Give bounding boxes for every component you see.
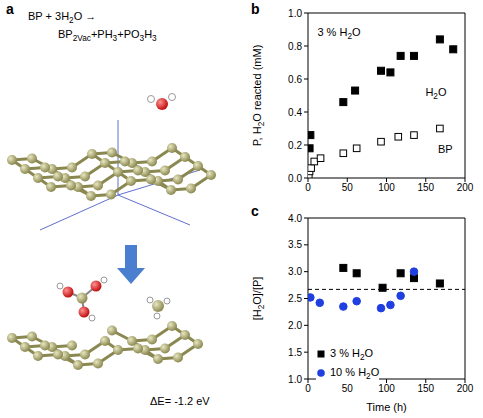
svg-text:[H2O]/[P]: [H2O]/[P] [251, 277, 266, 321]
svg-text:50: 50 [342, 383, 354, 394]
svg-text:2.0: 2.0 [288, 320, 302, 331]
svg-text:0.2: 0.2 [288, 140, 302, 151]
svg-text:0.4: 0.4 [288, 107, 302, 118]
svg-text:3 % H2O: 3 % H2O [317, 26, 361, 41]
svg-text:BP2Vac+PH3+PO3H3: BP2Vac+PH3+PO3H3 [58, 28, 157, 43]
svg-text:1.0: 1.0 [288, 374, 302, 385]
svg-text:50: 50 [342, 182, 354, 193]
svg-text:4.0: 4.0 [288, 213, 302, 224]
svg-text:3.5: 3.5 [288, 239, 302, 250]
html-text:b: b [251, 1, 260, 17]
svg-text:H2O: H2O [425, 86, 447, 101]
svg-text:0: 0 [305, 182, 311, 193]
svg-text:ΔE= -1.2 eV: ΔE= -1.2 eV [150, 395, 210, 407]
html-text:c: c [251, 203, 259, 219]
svg-text:P, H2O reacted (mM): P, H2O reacted (mM) [251, 45, 266, 147]
svg-text:Time (h): Time (h) [366, 401, 407, 413]
svg-text:0.6: 0.6 [288, 74, 302, 85]
html-text:10 % H2O: 10 % H2O [330, 366, 380, 382]
svg-text:200: 200 [457, 182, 474, 193]
svg-text:2.5: 2.5 [288, 293, 302, 304]
svg-text:0.0: 0.0 [288, 173, 302, 184]
svg-text:1.0: 1.0 [288, 8, 302, 19]
svg-text:a: a [6, 1, 14, 17]
svg-text:150: 150 [417, 383, 434, 394]
svg-text:BP + 3H2O →: BP + 3H2O → [28, 10, 96, 25]
svg-text:100: 100 [378, 182, 395, 193]
svg-text:100: 100 [378, 383, 395, 394]
svg-text:150: 150 [417, 182, 434, 193]
svg-text:3.0: 3.0 [288, 266, 302, 277]
svg-text:BP: BP [438, 143, 453, 155]
html-text:3 % H2O: 3 % H2O [330, 347, 374, 363]
svg-text:0: 0 [305, 383, 311, 394]
svg-text:0.8: 0.8 [288, 41, 302, 52]
svg-text:200: 200 [457, 383, 474, 394]
svg-text:1.5: 1.5 [288, 347, 302, 358]
